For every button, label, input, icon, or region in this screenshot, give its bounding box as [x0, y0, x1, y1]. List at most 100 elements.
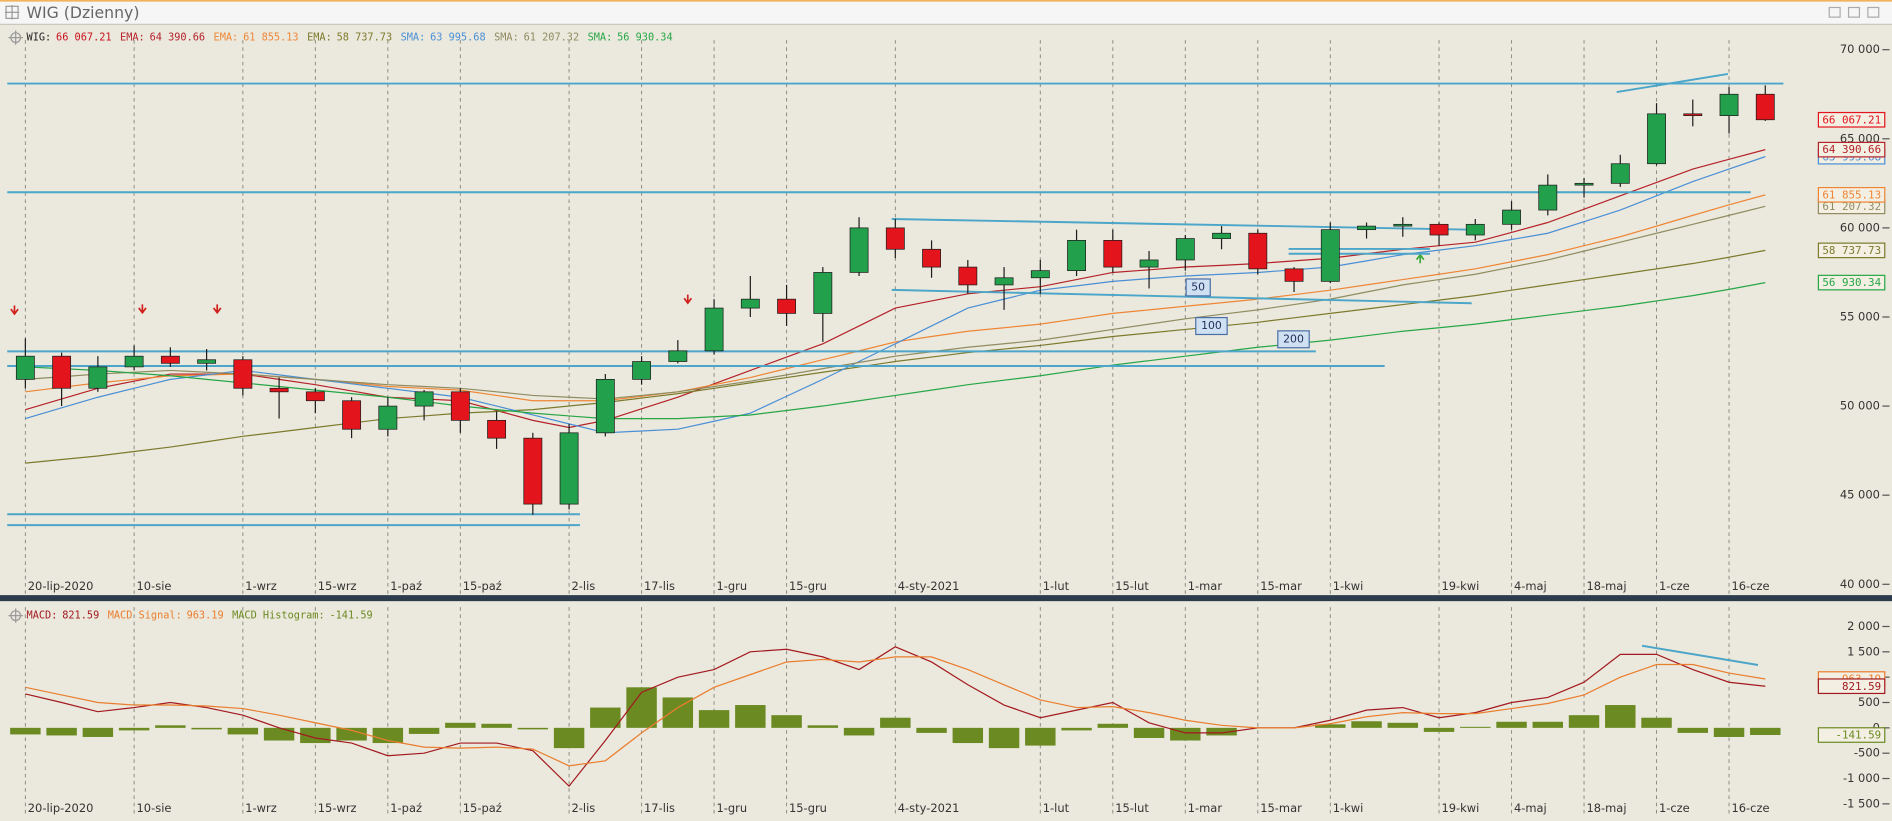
histogram-bar: [553, 727, 585, 749]
x-tick-label: 15-wrz: [318, 801, 357, 815]
value-tag: [1817, 274, 1886, 291]
x-tick-label: 10-sie: [137, 579, 172, 593]
y-tick-label: 500: [1858, 695, 1880, 709]
legend-name: MACD:: [27, 610, 58, 622]
legend: WIG: 66 067.21 EMA: 64 390.66 EMA: 61 855.13 E…: [27, 32, 673, 44]
histogram-bar: [1713, 727, 1745, 737]
candle-body: [1320, 229, 1340, 282]
candle-body: [958, 266, 978, 286]
histogram-bar: [227, 727, 259, 735]
x-tick-label: 16-cze: [1731, 801, 1769, 815]
annotation-label: 50: [1191, 280, 1205, 293]
candle-body: [1574, 182, 1594, 186]
candle-body: [523, 437, 543, 505]
legend-value: 963.19: [187, 610, 224, 622]
x-tick-label: 4-maj: [1514, 801, 1547, 815]
value-tag-label: 66 067.21: [1822, 113, 1881, 126]
value-tag-label: 61 855.13: [1822, 188, 1881, 201]
histogram-bar: [626, 687, 657, 728]
y-tick-label: 1 500: [1847, 644, 1880, 658]
candle-body: [1465, 223, 1485, 236]
candle-body: [1647, 113, 1666, 165]
histogram-bar: [1605, 705, 1636, 728]
histogram-bar: [952, 727, 984, 744]
x-tick-label: 15-paź: [463, 801, 502, 815]
histogram-bar: [735, 705, 766, 728]
histogram-bar: [880, 717, 911, 728]
histogram-bar: [191, 727, 222, 730]
restore-button[interactable]: [1847, 6, 1861, 18]
histogram-bar: [1025, 727, 1056, 746]
x-tick-label: 2-lis: [572, 801, 596, 815]
candle-body: [1719, 93, 1739, 116]
candle-body: [1248, 232, 1268, 270]
candle-body: [740, 298, 760, 309]
indicator-line: [25, 646, 1766, 788]
legend-name: MACD Signal:: [108, 610, 182, 622]
x-tick-label: 15-mar: [1260, 579, 1302, 593]
x-tick-label: 4-sty-2021: [898, 801, 960, 815]
value-tag: [1817, 727, 1886, 743]
annotation-box: [1277, 330, 1310, 349]
minimize-button[interactable]: [1828, 6, 1841, 18]
x-tick-label: 1-lut: [1043, 579, 1070, 593]
trend-line: [1616, 72, 1729, 94]
annotation-label: 200: [1283, 332, 1304, 345]
legend-value: 63 995.68: [430, 32, 486, 44]
x-tick-label: 16-cze: [1731, 579, 1769, 593]
candle-body: [1393, 223, 1413, 227]
candle-body: [704, 307, 724, 352]
close-button[interactable]: [1867, 6, 1880, 18]
candle-body: [1683, 113, 1703, 116]
x-tick-label: 1-paź: [390, 801, 422, 815]
x-tick-label: 18-maj: [1586, 579, 1626, 593]
value-tag-label: 821.59: [1842, 680, 1881, 693]
x-tick-label: 4-maj: [1514, 579, 1547, 593]
x-tick-label: 15-gru: [789, 801, 827, 815]
x-tick-label: 19-kwi: [1441, 579, 1479, 593]
legend-name: EMA:: [214, 32, 239, 44]
histogram-bar: [408, 727, 440, 734]
histogram-bar: [82, 727, 114, 737]
window-controls[interactable]: [1828, 6, 1880, 18]
legend-value: 66 067.21: [56, 32, 112, 44]
value-tag-label: 56 930.34: [1822, 276, 1881, 289]
value-tag: [1817, 242, 1886, 259]
candle-body: [1755, 93, 1775, 121]
y-tick-label: 65 000: [1840, 131, 1880, 145]
candle-body: [15, 355, 35, 380]
histogram-bar: [1206, 727, 1237, 736]
candle-body: [813, 272, 833, 314]
x-tick-label: 15-wrz: [318, 579, 357, 593]
x-tick-label: 1-wrz: [245, 579, 277, 593]
x-tick-label: 15-gru: [789, 579, 827, 593]
histogram-bar: [988, 727, 1020, 749]
histogram-bar: [372, 727, 404, 744]
x-tick-label: 1-mar: [1188, 579, 1223, 593]
indicator-line: [25, 149, 1766, 429]
x-tick-label: 18-maj: [1586, 801, 1626, 815]
candle-body: [595, 378, 615, 434]
candle-body: [1103, 239, 1123, 268]
candle-body: [1067, 239, 1086, 272]
candle-body: [994, 277, 1014, 286]
histogram-bar: [698, 710, 730, 728]
candle-body: [269, 387, 289, 393]
x-tick-label: 20-lip-2020: [28, 801, 94, 815]
histogram-bar: [1460, 726, 1491, 728]
histogram-bar: [1423, 727, 1455, 732]
candle-body: [1030, 270, 1050, 279]
histogram-bar: [1568, 715, 1600, 728]
x-tick-label: 1-cze: [1659, 579, 1690, 593]
x-tick-label: 15-lut: [1115, 579, 1149, 593]
candle-body: [88, 366, 108, 389]
legend-value: 56 930.34: [617, 32, 673, 44]
candle-body: [487, 419, 507, 439]
candle-body: [450, 391, 470, 421]
histogram-bar: [843, 727, 875, 736]
x-tick-label: 1-gru: [716, 579, 747, 593]
signal-arrows: [10, 253, 1425, 316]
histogram-bar: [263, 727, 295, 741]
y-tick-label: 55 000: [1840, 309, 1880, 323]
